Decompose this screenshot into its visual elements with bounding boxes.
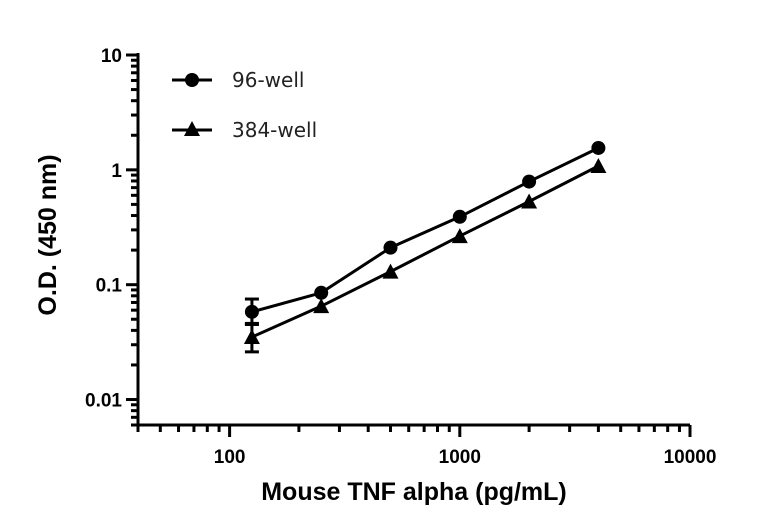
axes: 100 1000 10000 0.01 0.1 1 10 (85, 46, 716, 468)
x-axis-label: Mouse TNF alpha (pg/mL) (261, 478, 567, 506)
series-96-well (244, 140, 606, 327)
data-point (521, 193, 538, 209)
x-tick-label: 1000 (439, 447, 481, 468)
data-point (451, 228, 468, 244)
series-384-well (243, 158, 607, 354)
legend-label: 96-well (232, 68, 304, 92)
y-tick-label: 0.1 (96, 276, 123, 297)
data-point (314, 285, 329, 300)
plot-area (243, 140, 607, 354)
y-tick-label: 1 (111, 161, 122, 182)
legend-item-96-well: 96-well (172, 68, 304, 92)
data-point (590, 158, 607, 174)
data-point (382, 263, 399, 279)
data-point (452, 209, 467, 224)
x-tick-label: 100 (214, 447, 246, 468)
x-tick-label: 10000 (664, 447, 717, 468)
fit-curve (251, 164, 600, 339)
legend-label: 384-well (232, 118, 317, 142)
y-tick-label: 10 (101, 46, 122, 67)
data-point (383, 240, 398, 255)
y-tick-label: 0.01 (85, 391, 122, 412)
data-point (243, 329, 260, 345)
circle-marker-icon (185, 73, 199, 87)
data-point (591, 140, 606, 155)
legend-item-384-well: 384-well (172, 118, 317, 142)
legend: 96-well 384-well (172, 68, 317, 142)
triangle-marker-icon (184, 121, 200, 136)
fit-curve (251, 146, 600, 314)
data-point (313, 298, 330, 314)
y-axis-label: O.D. (450 nm) (34, 154, 62, 315)
data-point (244, 304, 259, 319)
data-point (522, 174, 537, 189)
